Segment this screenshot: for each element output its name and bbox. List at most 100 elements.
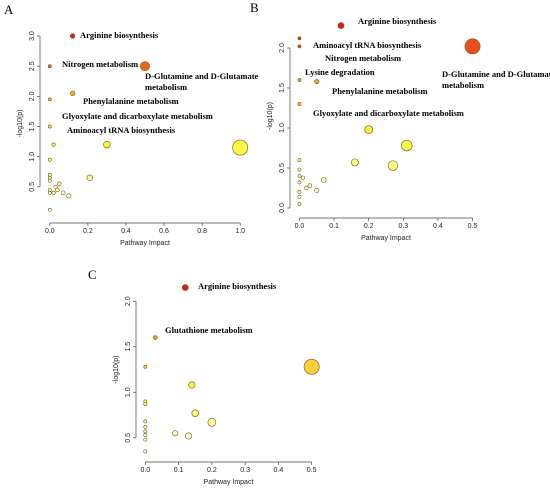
pathway-point: [297, 202, 302, 206]
pathway-annotation: D-Glutamine and D-Glutamate metabolism: [442, 69, 550, 90]
x-tick-label: 0.3: [240, 467, 250, 474]
pathway-point: [143, 449, 148, 454]
pathway-point: [207, 418, 217, 427]
x-tick-label: 0.4: [274, 467, 284, 474]
pathway-point: [143, 402, 148, 407]
pathway-annotation: Aminoacyl tRNA biosynthesis: [313, 40, 422, 50]
pathway-point: [191, 409, 199, 417]
pathway-point: [47, 207, 52, 212]
pathway-point: [387, 160, 399, 171]
pathway-annotation: Phenylalanine metabolism: [83, 96, 179, 106]
pathway-annotation: Glutathione metabolism: [165, 325, 253, 335]
pathway-point: [314, 187, 320, 193]
pathway-point: [297, 194, 302, 199]
y-axis-label: -log10(p): [17, 109, 24, 137]
pathway-point: [143, 429, 148, 434]
x-tick-label: 0.2: [207, 467, 217, 474]
pathway-point: [60, 190, 66, 196]
x-tick-label: 1.0: [235, 228, 245, 235]
x-tick-label: 0.1: [329, 223, 339, 230]
pathway-point: [297, 180, 302, 185]
pathway-point: [181, 284, 189, 291]
pathway-point: [47, 97, 52, 102]
pathway-annotation: Lysine degradation: [305, 67, 375, 77]
x-axis-label: Pathway Impact: [361, 235, 411, 242]
x-tick-label: 0.3: [398, 223, 408, 230]
pathway-point: [188, 381, 196, 389]
panel-label: B: [250, 0, 259, 15]
pathway-annotation: Nitrogen metabolism: [62, 59, 138, 69]
pathway-point: [300, 175, 305, 180]
pathway-point: [47, 190, 52, 195]
pathway-point: [297, 174, 302, 178]
pathway-point: [143, 419, 148, 424]
pathway-point: [172, 430, 179, 437]
y-axis-label: -log10(p): [267, 102, 274, 130]
pathway-point: [51, 142, 56, 147]
pathway-point: [143, 437, 148, 442]
pathway-point: [47, 178, 52, 183]
pathway-point: [297, 102, 302, 106]
y-tick-label: 2.0: [29, 91, 36, 101]
pathway-point: [86, 174, 93, 181]
y-axis-label: -log10(p): [113, 355, 120, 383]
x-tick-label: 0.1: [174, 467, 184, 474]
pathway-point: [297, 190, 302, 194]
pathway-point: [66, 193, 72, 199]
y-tick-label: 1.5: [125, 342, 132, 352]
pathway-point: [143, 424, 148, 429]
x-tick-label: 0.4: [433, 223, 443, 230]
pathway-annotation: Arginine biosynthesis: [80, 30, 159, 40]
x-tick-label: 0.2: [83, 228, 93, 235]
pathway-point: [140, 61, 150, 72]
pathway-point: [70, 33, 76, 39]
y-tick-label: 0.0: [279, 203, 286, 213]
y-tick-label: 1.5: [29, 122, 36, 132]
x-axis-label: Pathway Impact: [204, 479, 254, 486]
pathway-annotation: Glyoxylate and dicarboxylate metabolism: [313, 108, 464, 118]
pathway-point: [103, 140, 111, 149]
pathway-point: [320, 177, 327, 183]
pathway-point: [303, 358, 320, 375]
pathway-point: [57, 181, 62, 187]
y-tick-label: 1.0: [125, 387, 132, 397]
y-tick-label: 2.5: [29, 61, 36, 71]
pathway-point: [143, 433, 148, 437]
y-tick-label: 0.5: [279, 163, 286, 173]
panel-label: A: [4, 2, 14, 17]
pathway-point: [55, 187, 60, 192]
pathway-point: [47, 64, 52, 69]
x-tick-label: 0.0: [295, 223, 305, 230]
x-tick-label: 0.0: [45, 228, 55, 235]
x-tick-label: 0.4: [121, 228, 131, 235]
y-tick-label: 3.0: [29, 31, 36, 41]
pathway-point: [304, 185, 309, 191]
pathway-point: [337, 22, 345, 29]
pathway-point: [297, 158, 302, 162]
pathway-annotation: Aminoacyl tRNA biosynthesis: [67, 125, 176, 135]
pathway-point: [47, 157, 52, 162]
pathway-point: [47, 124, 52, 129]
y-tick-label: 1.0: [29, 152, 36, 162]
y-tick-label: 1.5: [279, 83, 286, 93]
pathway-point: [297, 36, 302, 41]
pathway-point: [364, 125, 373, 134]
pathway-point: [297, 78, 302, 82]
pathway-annotation: Glyoxylate and dicarboxylate metabolism: [62, 111, 213, 121]
pathway-point: [314, 79, 320, 85]
y-tick-label: 0.5: [29, 182, 36, 192]
x-tick-label: 0.5: [307, 467, 317, 474]
pathway-point: [153, 335, 158, 340]
x-tick-label: 0.0: [140, 467, 150, 474]
panel-label: C: [88, 267, 97, 282]
x-tick-label: 0.6: [159, 228, 169, 235]
pathway-point: [51, 190, 56, 195]
pathway-point: [351, 158, 359, 167]
y-tick-label: 2.0: [279, 43, 286, 53]
pathway-point: [70, 90, 76, 96]
pathway-point: [297, 167, 302, 172]
y-tick-label: 1.0: [279, 123, 286, 133]
x-tick-label: 0.2: [364, 223, 374, 230]
pathway-point: [297, 44, 302, 49]
